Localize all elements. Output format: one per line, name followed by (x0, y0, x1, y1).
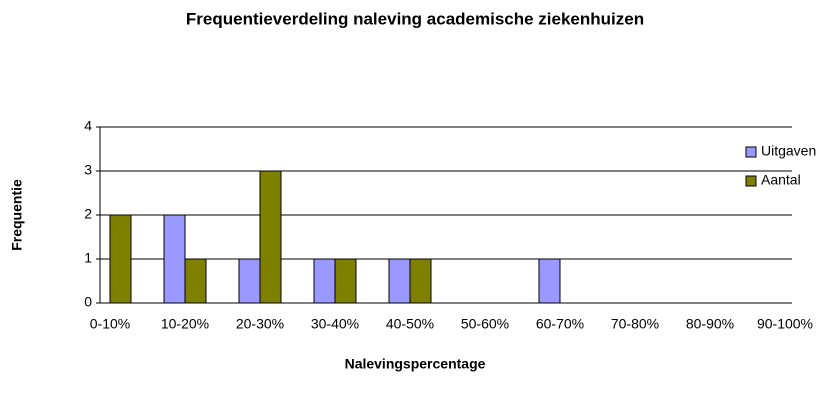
bar (259, 170, 282, 304)
bar (313, 258, 336, 304)
bar (388, 258, 411, 304)
x-tick-label: 80-90% (686, 316, 734, 332)
bar (109, 214, 132, 304)
y-tick-label: 2 (84, 206, 92, 222)
x-tick-label: 20-30% (236, 316, 284, 332)
x-tick-label: 70-80% (611, 316, 659, 332)
legend-label: Aantal (761, 172, 801, 188)
y-tick-label: 0 (84, 294, 92, 310)
x-tick-label: 30-40% (311, 316, 359, 332)
x-tick-label: 90-100% (757, 316, 813, 332)
x-tick-label: 50-60% (461, 316, 509, 332)
y-tick-label: 3 (84, 162, 92, 178)
bar (334, 258, 357, 304)
bar (538, 258, 561, 304)
x-tick-label: 10-20% (161, 316, 209, 332)
y-tick-label: 1 (84, 250, 92, 266)
bar (163, 214, 186, 304)
bar (409, 258, 432, 304)
y-axis-label: Frequentie (9, 179, 25, 251)
bar (184, 258, 207, 304)
bar (238, 258, 261, 304)
x-axis-label: Nalevingspercentage (345, 356, 486, 372)
x-tick-label: 0-10% (90, 316, 130, 332)
x-tick-label: 60-70% (536, 316, 584, 332)
legend-label: Uitgaven (761, 143, 816, 159)
legend-swatch (745, 175, 757, 187)
chart-title: Frequentieverdeling naleving academische… (186, 9, 644, 28)
y-tick-label: 4 (84, 118, 92, 134)
legend-swatch (745, 146, 757, 158)
x-tick-label: 40-50% (386, 316, 434, 332)
